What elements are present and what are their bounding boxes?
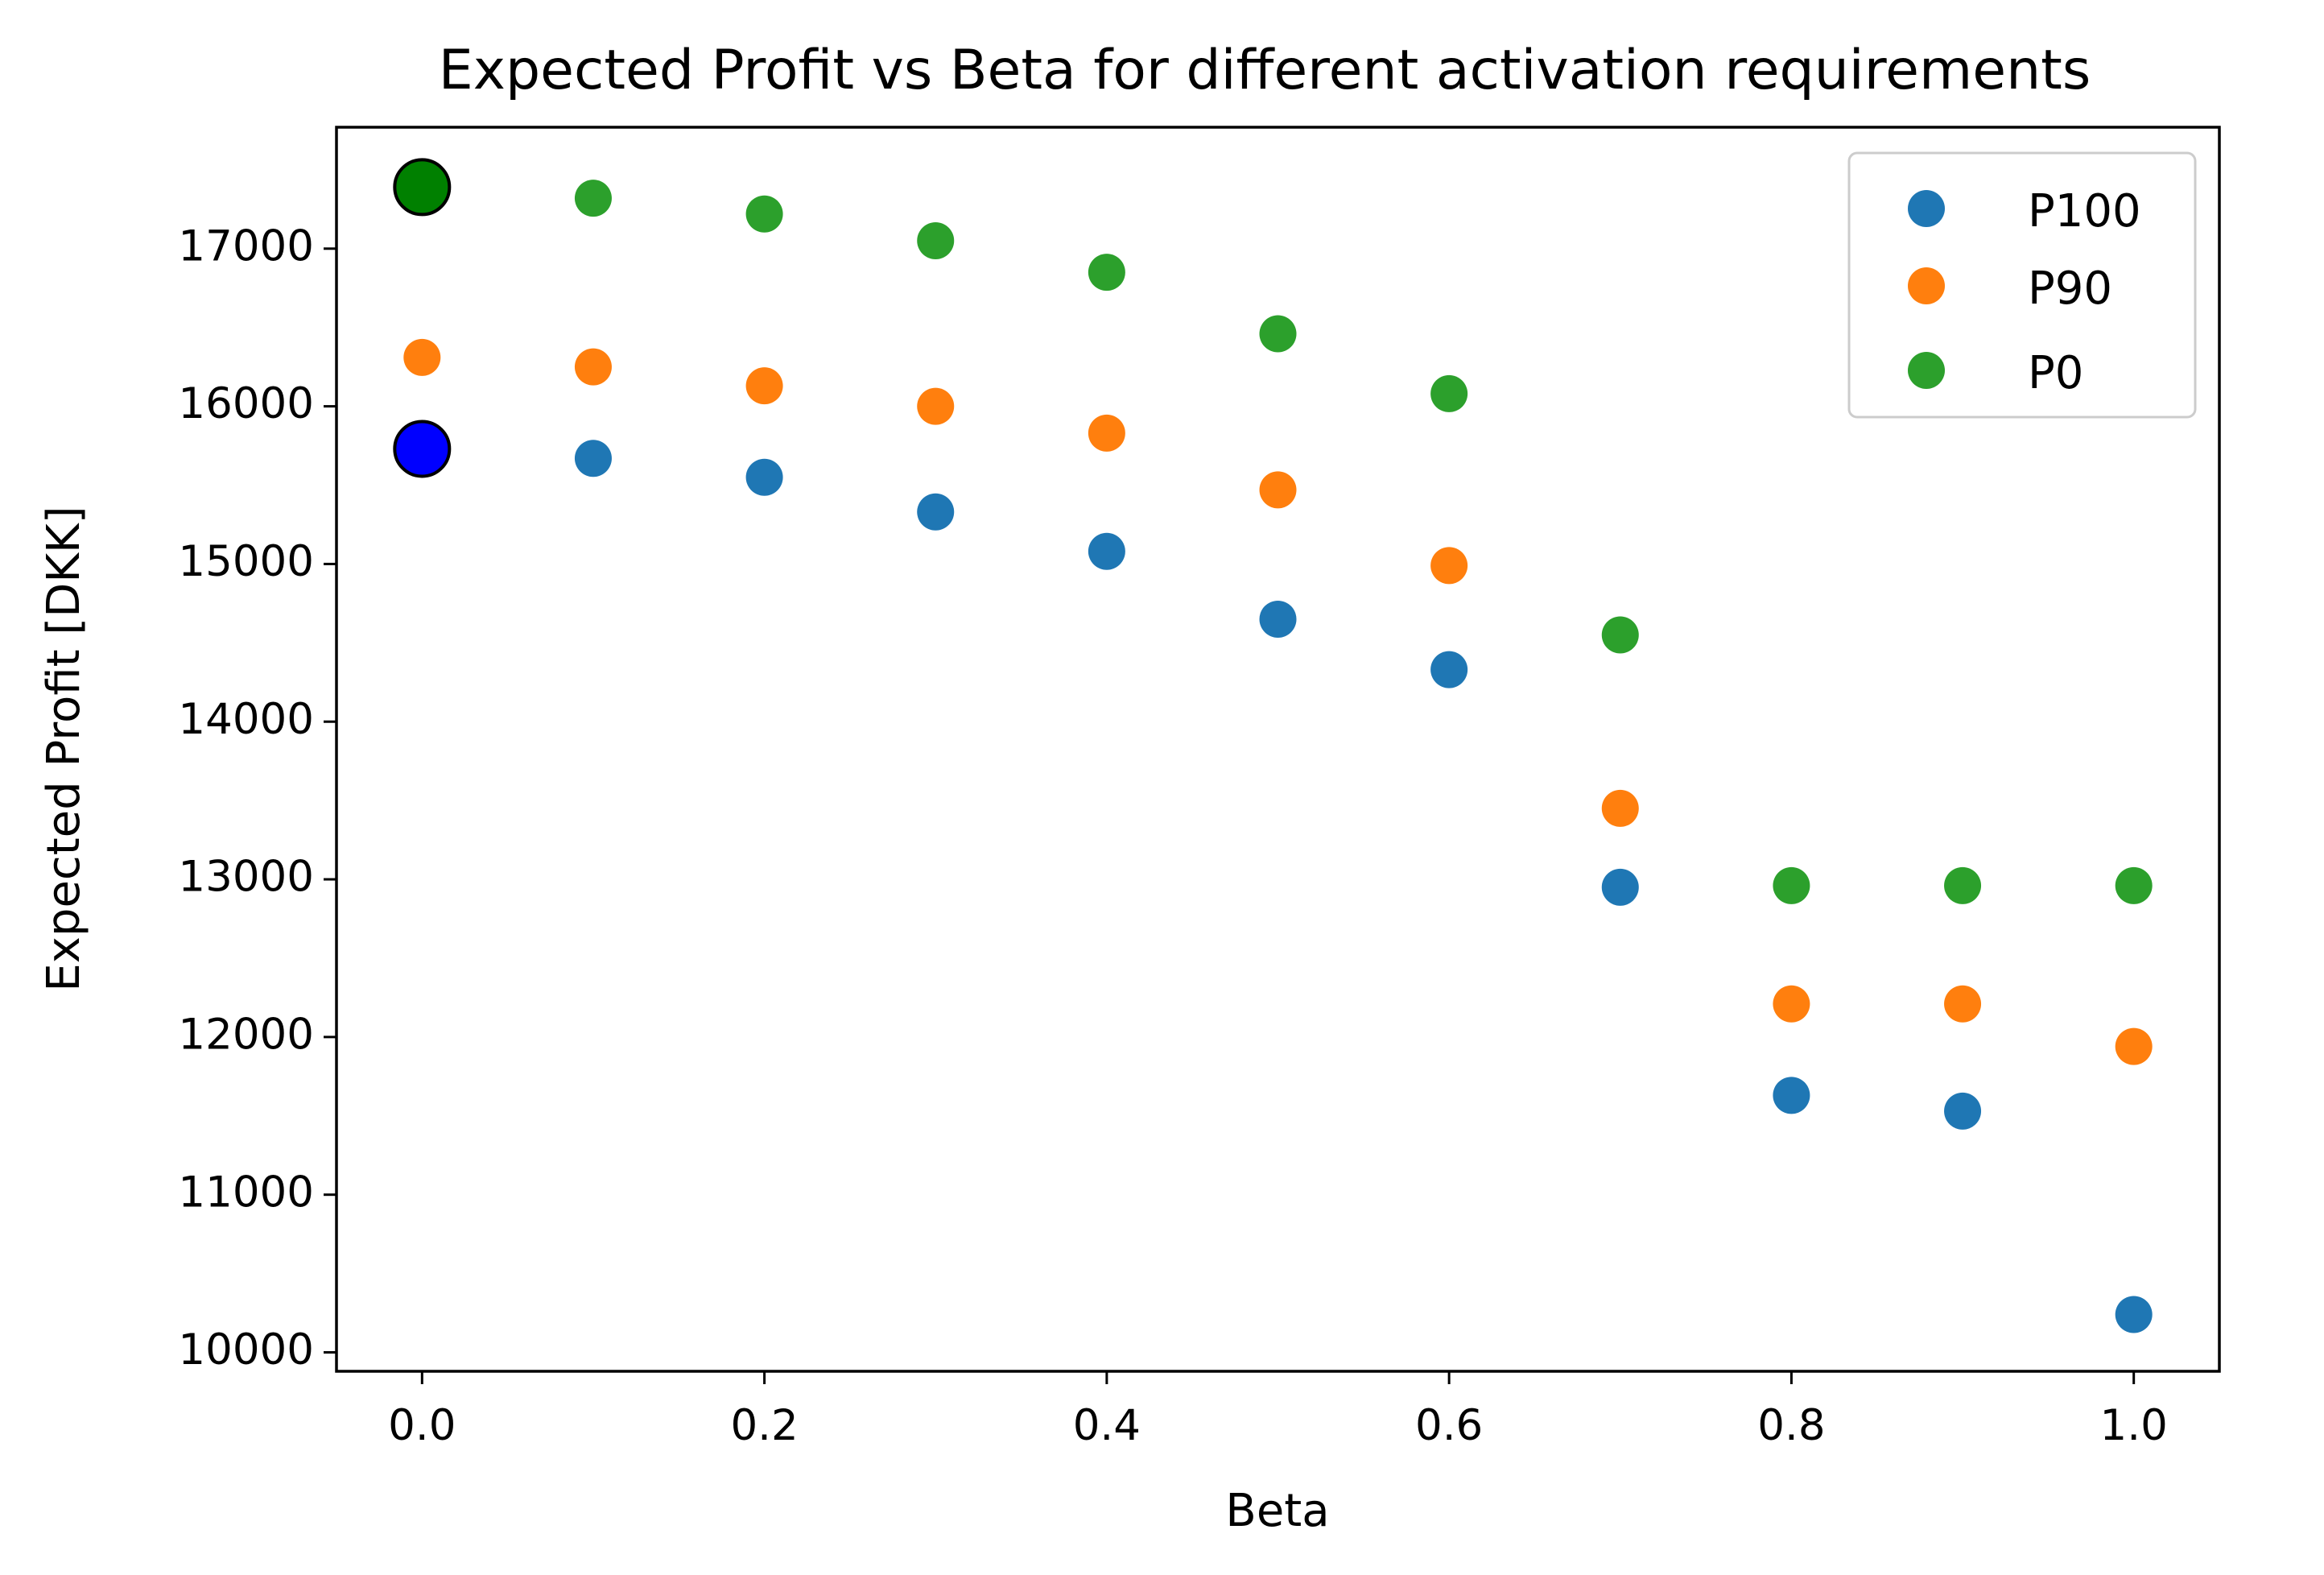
point-p100 — [2115, 1296, 2153, 1333]
point-p100 — [1430, 651, 1468, 688]
point-p100 — [917, 493, 955, 531]
point-p90 — [917, 387, 955, 425]
point-p0 — [1430, 374, 1468, 412]
legend-marker-p90 — [1908, 267, 1945, 304]
highlight-point — [393, 420, 452, 478]
y-axis-label: Expected Profit [DKK] — [38, 506, 90, 991]
chart-title: Expected Profit vs Beta for different ac… — [439, 39, 2091, 102]
plot-frame — [335, 126, 2221, 1373]
highlight-point — [393, 158, 452, 217]
point-p90 — [1259, 471, 1297, 509]
point-p100 — [745, 458, 783, 496]
x-axis-label: Beta — [1225, 1485, 1329, 1537]
point-p90 — [1773, 985, 1810, 1023]
point-p90 — [574, 348, 612, 386]
point-p90 — [2115, 1027, 2153, 1065]
x-tick-label: 0.4 — [1073, 1401, 1141, 1450]
point-p0 — [1944, 866, 1982, 904]
point-p0 — [1259, 315, 1297, 353]
point-p90 — [1944, 985, 1982, 1023]
point-p90 — [403, 338, 441, 376]
y-tick-label: 11000 — [178, 1168, 314, 1217]
point-p0 — [917, 221, 955, 259]
y-tick-label: 17000 — [178, 221, 314, 271]
point-p0 — [2115, 866, 2153, 904]
y-tick-label: 12000 — [178, 1011, 314, 1060]
x-tick-label: 0.2 — [730, 1401, 798, 1450]
legend-label-p100: P100 — [2028, 185, 2141, 238]
x-tick-label: 0.6 — [1415, 1401, 1483, 1450]
x-tick-label: 1.0 — [2100, 1401, 2168, 1450]
legend-marker-p100 — [1908, 190, 1945, 227]
point-p90 — [1088, 414, 1125, 452]
legend-marker-p0 — [1908, 352, 1945, 389]
point-p100 — [1773, 1077, 1810, 1114]
y-tick-label: 16000 — [178, 379, 314, 428]
point-p90 — [745, 367, 783, 405]
point-p90 — [1430, 547, 1468, 585]
point-p0 — [1088, 254, 1125, 291]
point-p90 — [1601, 789, 1639, 827]
point-p100 — [1088, 532, 1125, 570]
y-tick-label: 13000 — [178, 853, 314, 902]
point-p0 — [1773, 866, 1810, 904]
y-tick-label: 15000 — [178, 537, 314, 586]
legend: P100 P90 P0 — [1847, 151, 2197, 419]
point-p0 — [745, 195, 783, 233]
point-p0 — [1601, 616, 1639, 654]
x-tick-label: 0.8 — [1757, 1401, 1825, 1450]
legend-frame — [1847, 151, 2197, 419]
point-p100 — [1601, 868, 1639, 906]
legend-label-p90: P90 — [2028, 262, 2112, 315]
legend-label-p0: P0 — [2028, 347, 2083, 399]
point-p100 — [574, 440, 612, 477]
y-axis-ticks: 10000 11000 12000 13000 14000 15000 16000 17000 — [178, 221, 336, 1375]
y-tick-label: 14000 — [178, 695, 314, 744]
point-p0 — [574, 180, 612, 217]
x-axis-ticks: 0.0 0.2 0.4 0.6 0.8 1.0 — [388, 1371, 2168, 1450]
point-p100 — [1944, 1092, 1982, 1130]
y-tick-label: 10000 — [178, 1325, 314, 1375]
point-p100 — [1259, 600, 1297, 638]
data-points — [393, 158, 2153, 1333]
x-tick-label: 0.0 — [388, 1401, 456, 1450]
